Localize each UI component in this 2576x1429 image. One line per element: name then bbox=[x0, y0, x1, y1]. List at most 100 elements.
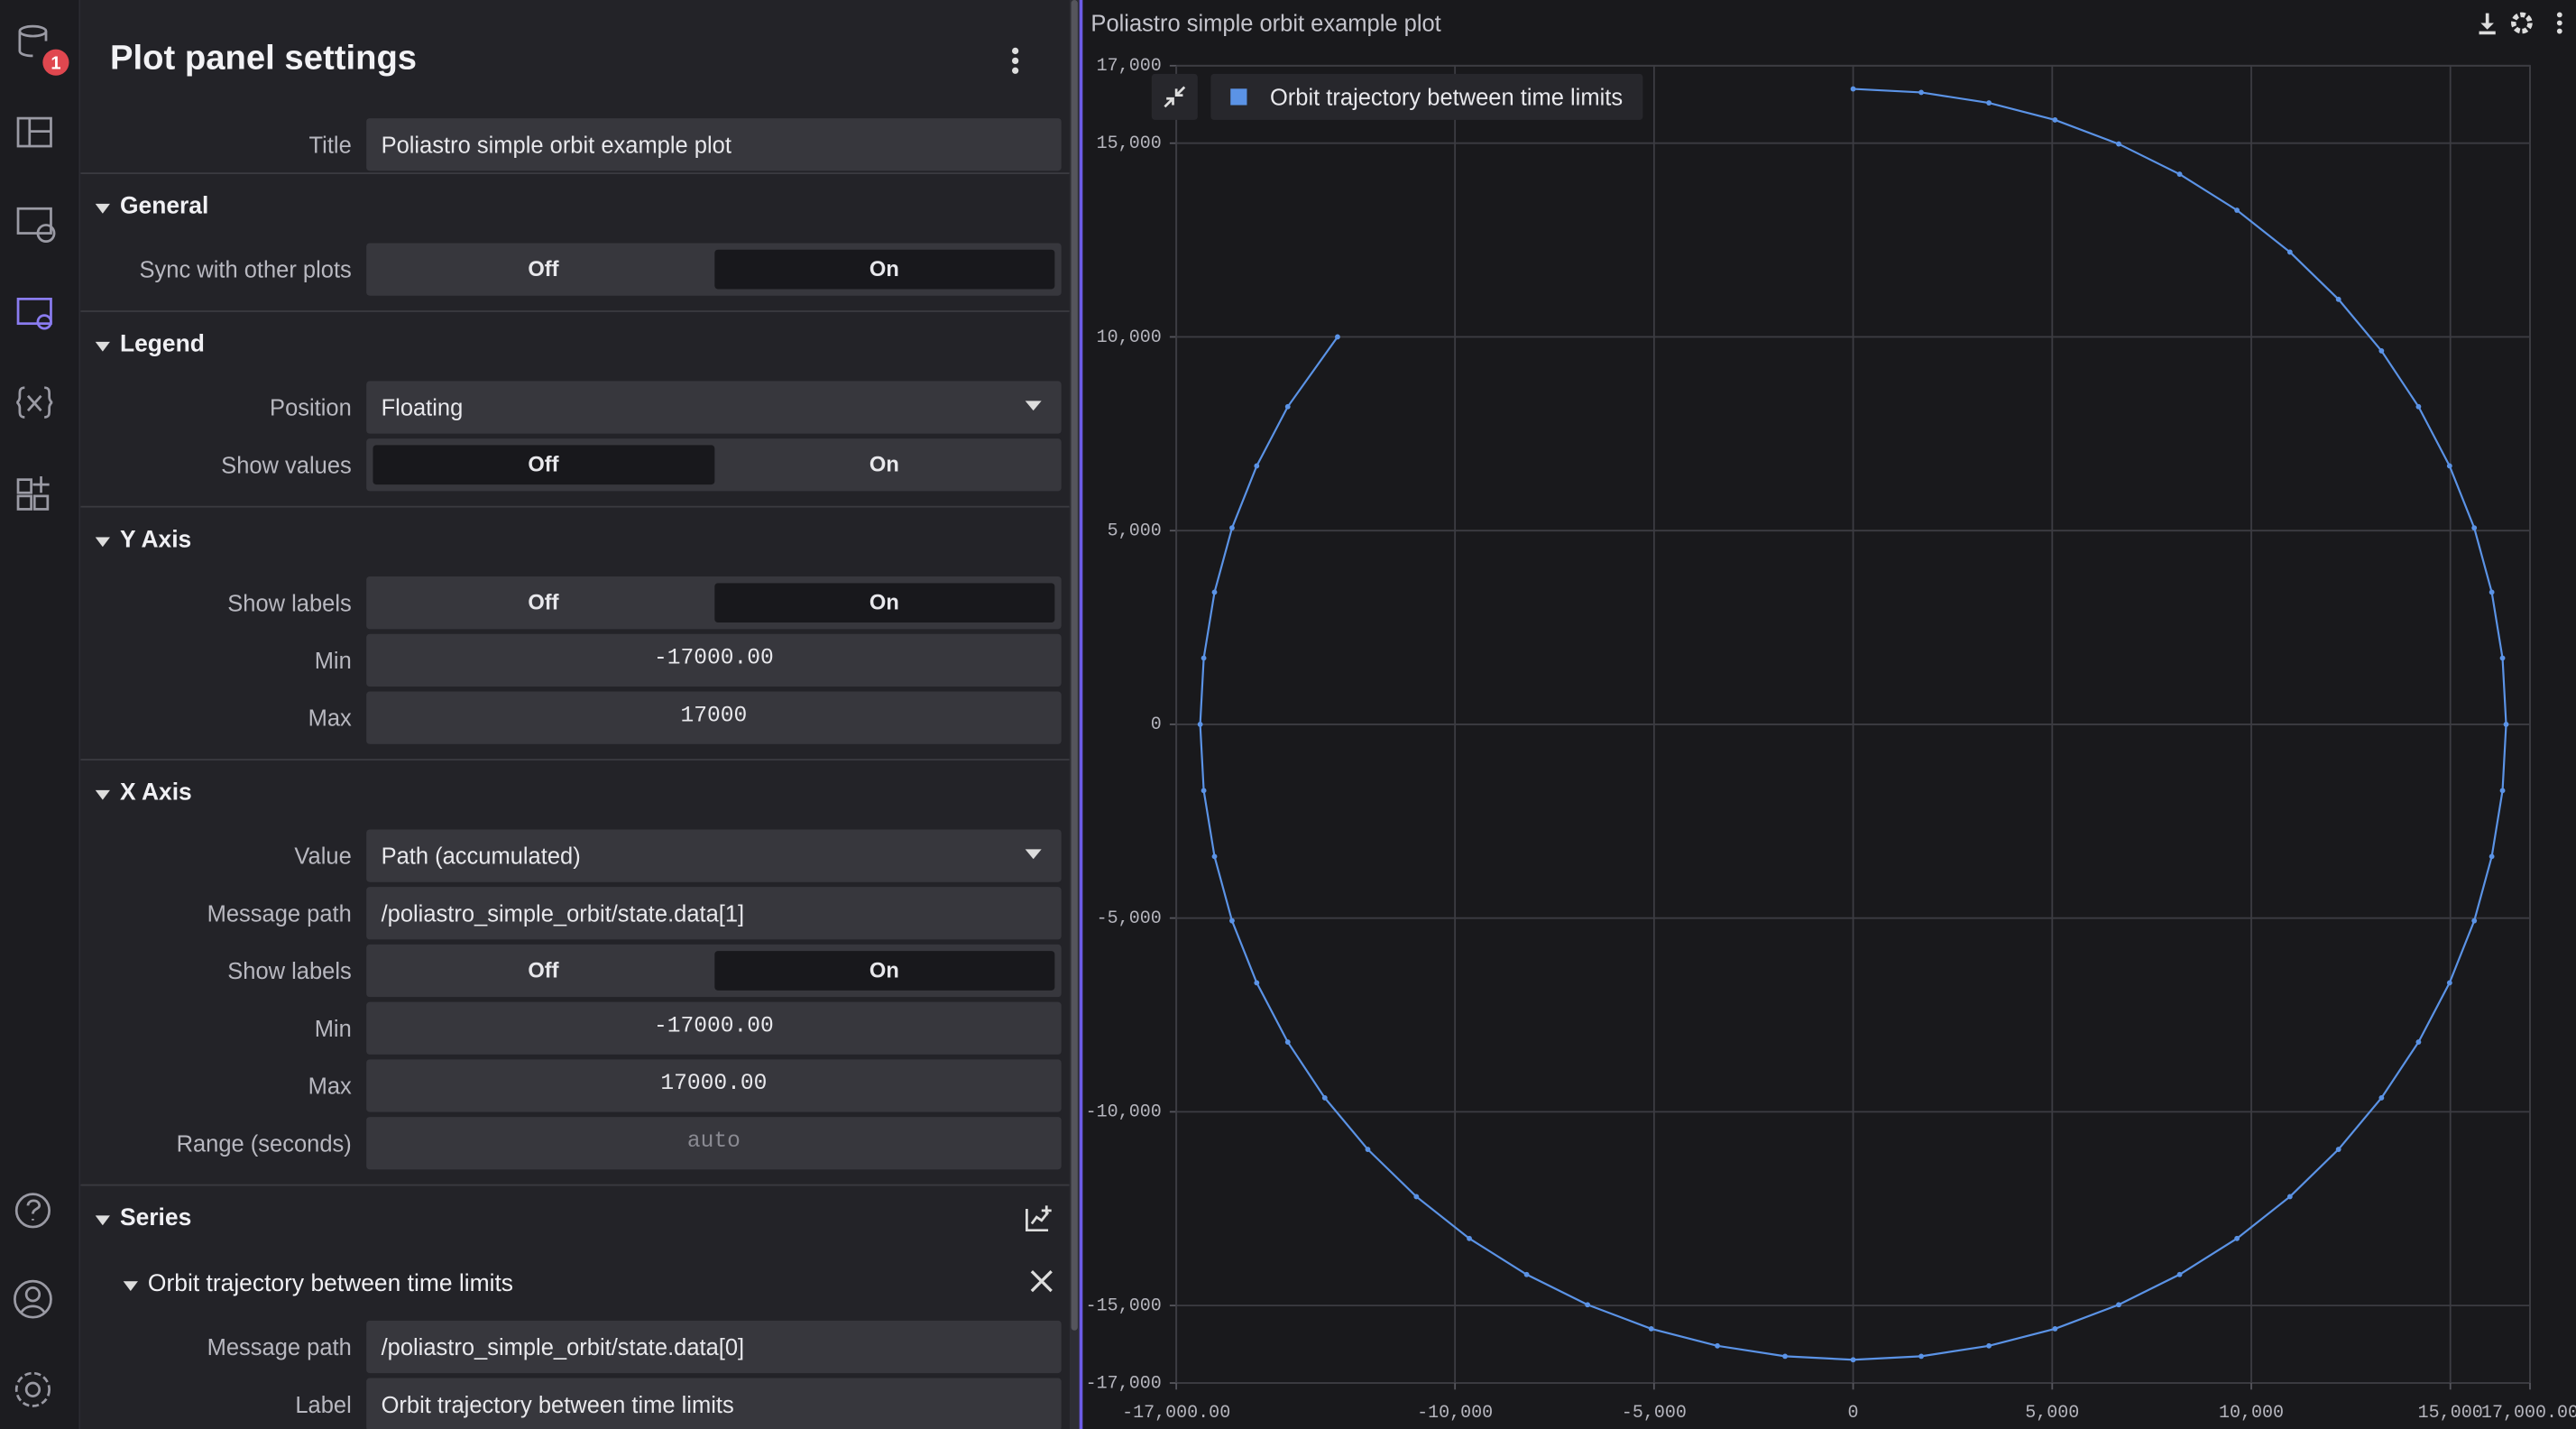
expand-toggle[interactable] bbox=[123, 1269, 140, 1299]
input-value: /poliastro_simple_orbit/state.data[1] bbox=[381, 899, 745, 926]
settings-panel: Plot panel settings Title Poliastro simpl… bbox=[80, 0, 1070, 1429]
add-panel-icon[interactable] bbox=[16, 207, 56, 244]
toggle-input[interactable]: Off On bbox=[366, 576, 1062, 629]
y-tick-label: 15,000 bbox=[1097, 134, 1162, 154]
data-point bbox=[1918, 89, 1924, 96]
data-point bbox=[1201, 788, 1207, 794]
legend-swatch bbox=[1230, 88, 1247, 106]
dropdown-arrow[interactable] bbox=[1025, 400, 1042, 410]
toggle-input[interactable]: Off On bbox=[366, 943, 1062, 997]
expand-toggle[interactable] bbox=[95, 779, 112, 808]
toggle-input[interactable]: Off On bbox=[366, 242, 1062, 295]
data-point bbox=[2446, 463, 2452, 469]
scroll-thumb[interactable] bbox=[1071, 0, 1078, 1331]
triangle[interactable] bbox=[95, 203, 112, 214]
layout-icon[interactable] bbox=[16, 116, 52, 148]
section-header[interactable]: Legend bbox=[80, 312, 1070, 378]
menu-button[interactable] bbox=[1010, 46, 1020, 76]
extensions-icon[interactable] bbox=[16, 476, 50, 511]
help-icon[interactable] bbox=[14, 1193, 51, 1229]
legend-label: Orbit trajectory between time limits bbox=[1269, 83, 1624, 110]
expand-toggle[interactable] bbox=[95, 192, 112, 222]
dropdown-arrow[interactable] bbox=[1025, 848, 1042, 859]
data-point bbox=[1321, 1095, 1328, 1101]
section-header[interactable]: Y Axis bbox=[80, 508, 1070, 574]
data-point bbox=[2446, 980, 2452, 986]
triangle[interactable] bbox=[95, 341, 112, 352]
toggle-option[interactable]: Off bbox=[373, 444, 714, 484]
toggle-option[interactable]: On bbox=[869, 451, 899, 477]
select-input[interactable]: Floating bbox=[366, 380, 1062, 433]
badge: 1 bbox=[51, 53, 60, 73]
x-tick-label: 5,000 bbox=[2025, 1403, 2079, 1424]
variables-icon[interactable] bbox=[15, 386, 53, 419]
scrollbar[interactable] bbox=[1069, 0, 1080, 1429]
toggle-input[interactable]: Off On bbox=[366, 438, 1062, 491]
toggle-option[interactable]: On bbox=[713, 248, 1055, 289]
download-button[interactable] bbox=[2479, 13, 2496, 35]
toggle-option[interactable]: On bbox=[713, 582, 1055, 622]
text-input[interactable]: Orbit trajectory between time limits bbox=[366, 1377, 1062, 1429]
settings-button[interactable] bbox=[2511, 12, 2533, 34]
number-input[interactable]: 17000.00 bbox=[366, 1058, 1062, 1111]
data-point bbox=[1850, 86, 1856, 92]
field-row: Min -17000.00 bbox=[80, 999, 1070, 1056]
more-button[interactable] bbox=[2556, 12, 2562, 34]
field-label: Label bbox=[295, 1390, 352, 1417]
toggle-option[interactable]: On bbox=[713, 950, 1055, 990]
series-header[interactable]: Orbit trajectory between time limits bbox=[80, 1251, 1070, 1317]
toggle-option[interactable]: Off bbox=[528, 589, 559, 614]
field-row: Value Path (accumulated) bbox=[80, 826, 1070, 884]
field-label: Show values bbox=[221, 450, 352, 477]
expand-toggle[interactable] bbox=[95, 330, 112, 360]
triangle[interactable] bbox=[95, 537, 112, 548]
expand-toggle[interactable] bbox=[95, 1204, 112, 1234]
y-tick-label: -17,000 bbox=[1086, 1373, 1162, 1394]
delete-series-button[interactable] bbox=[1030, 1269, 1053, 1293]
section-header[interactable]: General bbox=[80, 174, 1070, 240]
y-tick-label: 0 bbox=[1151, 714, 1162, 735]
data-point bbox=[2234, 1235, 2240, 1241]
data-point bbox=[2503, 722, 2509, 727]
text-input[interactable]: /poliastro_simple_orbit/state.data[0] bbox=[366, 1319, 1062, 1373]
triangle[interactable] bbox=[95, 1215, 112, 1226]
text-input[interactable]: /poliastro_simple_orbit/state.data[1] bbox=[366, 886, 1062, 939]
field-row: Range (seconds) auto bbox=[80, 1113, 1070, 1171]
data-point bbox=[1197, 722, 1203, 727]
number-input[interactable]: -17000.00 bbox=[366, 632, 1062, 687]
text-input[interactable]: Poliastro simple orbit example plot bbox=[366, 117, 1062, 171]
expand-toggle[interactable] bbox=[95, 526, 112, 556]
field-row: Label Orbit trajectory between time limit… bbox=[80, 1375, 1070, 1429]
collapse-legend-button[interactable] bbox=[1151, 73, 1198, 120]
placeholder-input[interactable]: auto bbox=[366, 1116, 1062, 1169]
section-header[interactable]: Series bbox=[80, 1186, 1070, 1252]
data-point bbox=[2489, 853, 2495, 860]
data-point bbox=[1986, 1342, 1992, 1349]
app-settings-icon[interactable] bbox=[14, 1371, 51, 1407]
number-input[interactable]: -17000.00 bbox=[366, 1000, 1062, 1054]
number-input[interactable]: 17000 bbox=[366, 690, 1062, 743]
data-point bbox=[1782, 1353, 1789, 1360]
legend[interactable]: Orbit trajectory between time limits bbox=[1210, 73, 1642, 120]
toggle-option[interactable]: Off bbox=[528, 957, 559, 982]
data-point bbox=[2378, 348, 2385, 354]
data-point bbox=[1211, 853, 1218, 860]
field-label: Title bbox=[308, 130, 352, 157]
data-point bbox=[2415, 403, 2422, 410]
field-row: Show labels Off On bbox=[80, 941, 1070, 999]
data-source-icon[interactable] bbox=[18, 24, 48, 58]
settings-section: Series Orbit trajectory between time limi… bbox=[80, 1184, 1070, 1429]
triangle[interactable] bbox=[95, 789, 112, 800]
add-series-button[interactable] bbox=[1024, 1204, 1053, 1234]
data-point bbox=[1365, 1147, 1371, 1152]
section-header[interactable]: X Axis bbox=[80, 761, 1070, 826]
panel-settings-icon[interactable] bbox=[16, 298, 52, 330]
account-icon[interactable] bbox=[14, 1279, 52, 1319]
x-tick-label: 10,000 bbox=[2219, 1403, 2284, 1424]
toggle-option[interactable]: Off bbox=[528, 256, 559, 281]
data-point bbox=[1467, 1235, 1472, 1241]
select-input[interactable]: Path (accumulated) bbox=[366, 828, 1062, 881]
data-point bbox=[1229, 525, 1235, 531]
input-value: 17000 bbox=[680, 705, 748, 730]
triangle[interactable] bbox=[123, 1281, 140, 1292]
